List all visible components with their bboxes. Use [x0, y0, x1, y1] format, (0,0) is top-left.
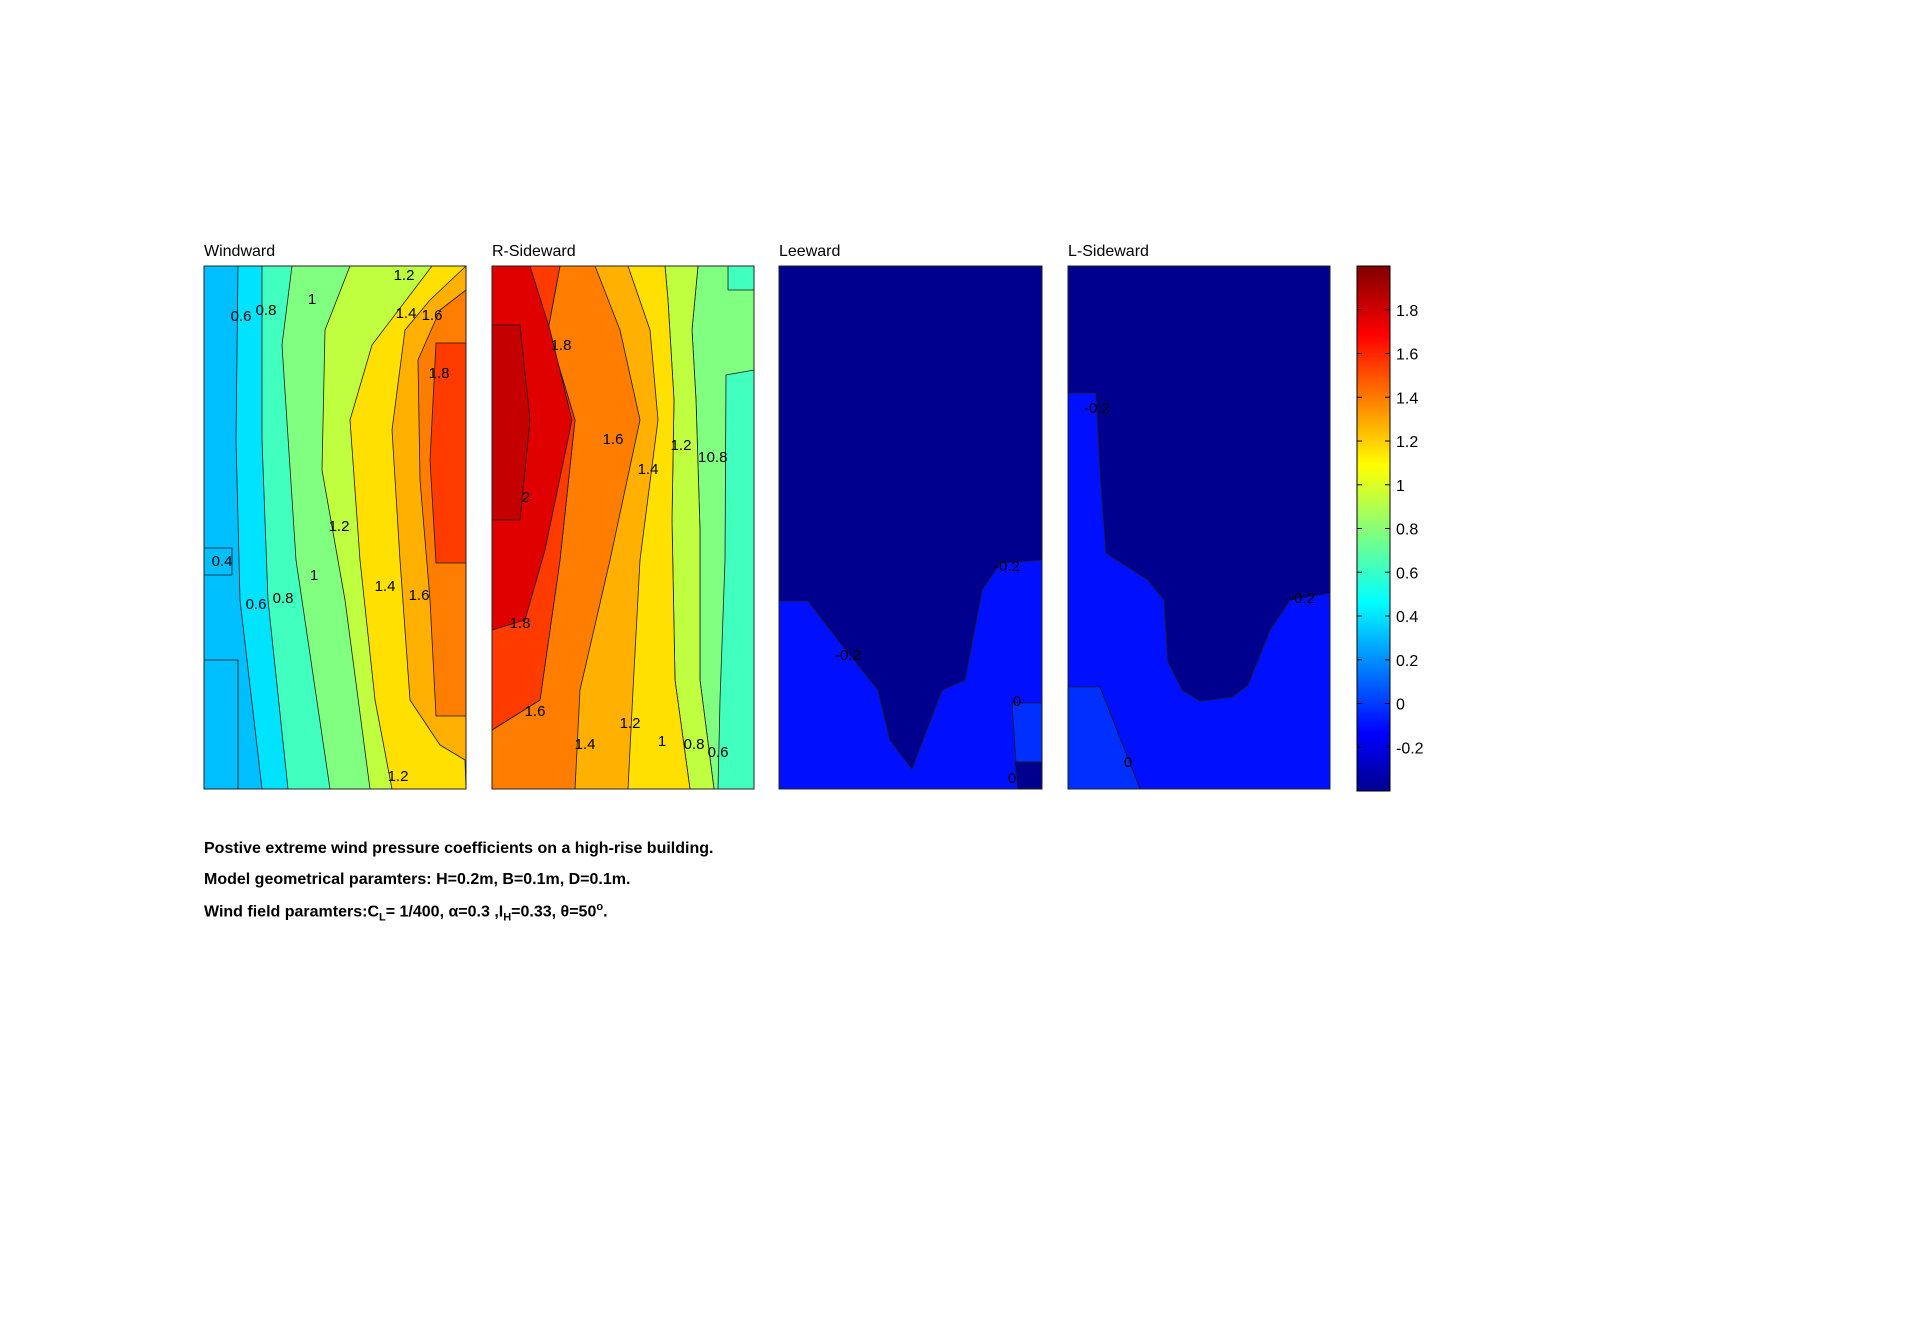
- contour-label: 1.8: [429, 365, 450, 382]
- panel-frame: [1067, 265, 1331, 790]
- contour-label: 0.8: [256, 302, 277, 319]
- caption-line-3: Wind field paramters:CL= 1/400, α=0.3 ,I…: [204, 901, 608, 924]
- contour-label: 0: [1013, 693, 1021, 710]
- contour-band: [778, 265, 1043, 770]
- contour-label: 1.6: [409, 587, 430, 604]
- colorbar-tick-label: 0.8: [1396, 522, 1418, 539]
- colorbar-tick-label: 0: [1396, 697, 1405, 714]
- panel-title-r-sideward: R-Sideward: [492, 243, 576, 260]
- contour-label: 1.2: [620, 715, 641, 732]
- contour-label: -0.2: [835, 647, 861, 664]
- contour-label: 1.2: [671, 437, 692, 454]
- contour-label: 1.4: [396, 305, 417, 322]
- contour-band: [1014, 761, 1043, 790]
- contour-label: 1.6: [525, 703, 546, 720]
- contour-band: [727, 265, 755, 291]
- contour-label: 1: [698, 449, 706, 466]
- contour-label: -0.2: [1289, 590, 1315, 607]
- contour-band: [429, 342, 467, 564]
- contour-label: 1.8: [510, 615, 531, 632]
- contour-label: 0.6: [246, 596, 267, 613]
- contour-label: -0.2: [1084, 400, 1110, 417]
- contour-label: 1: [308, 291, 316, 308]
- contour-band: [1067, 265, 1331, 702]
- contour-label: 0.6: [708, 744, 729, 761]
- contour-label: 1.4: [575, 736, 596, 753]
- contour-label: 1.4: [375, 578, 396, 595]
- contour-label: 0: [1124, 754, 1132, 771]
- caption-line-1: Postive extreme wind pressure coefficien…: [204, 840, 714, 857]
- colorbar-scale: [1356, 265, 1391, 792]
- panel-title-leeward: Leeward: [779, 243, 841, 260]
- figure: Windward R-Sideward Leeward L-Sideward 0…: [203, 243, 1424, 924]
- contour-label: 0.8: [273, 590, 294, 607]
- contour-band: [203, 659, 239, 790]
- colorbar-tick-label: 1.2: [1396, 434, 1418, 451]
- contour-label: 1.2: [388, 768, 409, 785]
- caption-line-3-prefix: Wind field paramters:C: [204, 903, 379, 921]
- contour-label: 2: [522, 489, 530, 506]
- colorbar-tick-label: 1.6: [1396, 347, 1418, 364]
- caption-line-2: Model geometrical paramters: H=0.2m, B=0…: [204, 871, 631, 888]
- contour-label: 1.2: [394, 267, 415, 284]
- contour-band: [1011, 702, 1043, 763]
- contour-label: -0.2: [994, 558, 1020, 575]
- contour-label: 1.2: [329, 518, 350, 535]
- contour-label: 1.6: [603, 431, 624, 448]
- colorbar-tick-label: 1.4: [1396, 390, 1418, 407]
- caption-line-3-sub-h: H: [503, 911, 512, 924]
- contour-label: 1: [658, 733, 666, 750]
- colorbar-tick-label: 0.4: [1396, 609, 1418, 626]
- caption-line-3-mid2: =0.33, θ=50: [511, 903, 597, 921]
- colorbar-tick-label: -0.2: [1396, 740, 1424, 757]
- contour-label: 0.8: [707, 449, 728, 466]
- contour-plots: 0.6 0.811.21.4 1.61.81.20.40.6 0.811.41.61.…: [203, 265, 1424, 792]
- panel-l-sideward: -0.2 -0.2 0: [1067, 265, 1331, 790]
- panel-r-sideward: 1.81.61.41.21 0.821.81.61.41.21 0.8 0.6: [491, 265, 755, 790]
- caption-line-3-sub-l: L: [379, 911, 386, 924]
- panel-leeward: -0.2 -0.2 0 0: [778, 265, 1043, 790]
- contour-label: 0.6: [231, 308, 252, 325]
- panel-title-windward: Windward: [204, 243, 276, 260]
- panel-frame: [778, 265, 1043, 790]
- contour-label: 1.6: [422, 307, 443, 324]
- colorbar-tick-label: 1: [1396, 478, 1405, 495]
- contour-label: 0: [1008, 770, 1016, 787]
- colorbar: -0.2 0 0.2 0.4 0.6 0.8 1 1.2 1.4 1.6 1.8: [1356, 265, 1424, 792]
- caption-line-3-mid1: = 1/400, α=0.3 ,I: [385, 903, 504, 921]
- contour-label: 0.8: [684, 736, 705, 753]
- contour-label: 1.4: [638, 461, 659, 478]
- contour-label: 1: [310, 567, 318, 584]
- panel-frame: [491, 265, 755, 790]
- colorbar-tick-label: 1.8: [1396, 303, 1418, 320]
- caption-line-3-sup-deg: o: [596, 901, 604, 913]
- panel-frame: [203, 265, 467, 790]
- caption-line-3-end: .: [603, 903, 608, 921]
- colorbar-tick-label: 0.6: [1396, 565, 1418, 582]
- colorbar-tick-label: 0.2: [1396, 653, 1418, 670]
- panel-windward: 0.6 0.811.21.4 1.61.81.20.40.6 0.811.41.61.…: [203, 265, 467, 790]
- contour-label: 1.8: [551, 337, 572, 354]
- contour-label: 0.4: [212, 553, 233, 570]
- panel-title-l-sideward: L-Sideward: [1068, 243, 1149, 260]
